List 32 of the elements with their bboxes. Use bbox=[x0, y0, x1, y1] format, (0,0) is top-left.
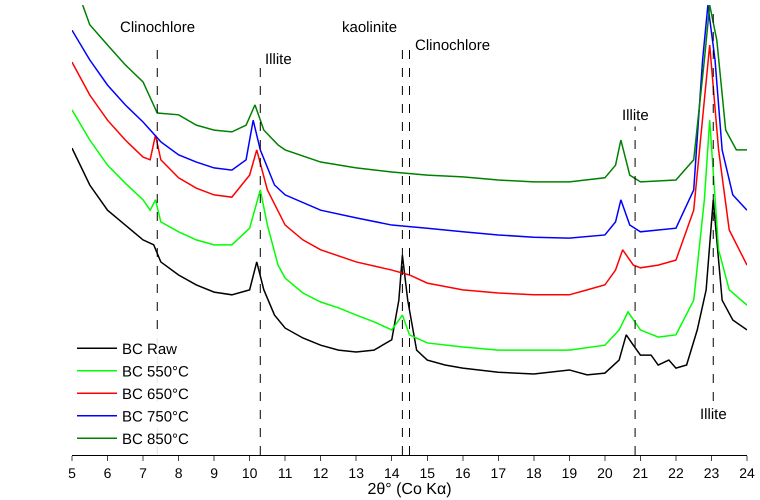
x-tick-label: 21 bbox=[632, 464, 648, 481]
x-tick-label: 6 bbox=[104, 464, 112, 481]
ref-line-label: kaolinite bbox=[342, 19, 398, 36]
x-tick-label: 22 bbox=[668, 464, 684, 481]
legend-label: BC 650°C bbox=[122, 386, 190, 404]
x-tick-label: 13 bbox=[348, 464, 364, 481]
x-tick-label: 17 bbox=[490, 464, 506, 481]
x-tick-label: 15 bbox=[419, 464, 436, 481]
x-tick-label: 9 bbox=[210, 464, 218, 481]
x-tick-label: 20 bbox=[597, 464, 613, 481]
x-axis-title: 2θ° (Co Kα) bbox=[367, 480, 452, 498]
x-tick-label: 19 bbox=[562, 464, 578, 481]
ref-line-label: Illite bbox=[622, 107, 649, 124]
ref-line-label: Clinochlore bbox=[415, 37, 490, 54]
ref-line-label: Clinochlore bbox=[120, 19, 196, 36]
legend-label: BC 750°C bbox=[122, 408, 190, 426]
x-tick-label: 24 bbox=[739, 464, 755, 481]
x-tick-label: 10 bbox=[242, 464, 258, 481]
x-tick-label: 7 bbox=[139, 464, 148, 481]
x-tick-label: 11 bbox=[278, 464, 293, 481]
x-tick-label: 12 bbox=[312, 464, 329, 481]
x-tick-label: 5 bbox=[68, 464, 76, 481]
ref-line-label: Illite bbox=[700, 406, 727, 423]
x-tick-label: 18 bbox=[526, 464, 542, 481]
ref-line-label: Illite bbox=[265, 51, 292, 68]
legend-label: BC 550°C bbox=[122, 364, 190, 381]
legend-label: BC Raw bbox=[122, 341, 178, 358]
x-tick-label: 16 bbox=[455, 464, 471, 481]
legend-label: BC 850°C bbox=[122, 431, 190, 448]
x-tick-label: 23 bbox=[704, 464, 720, 481]
x-tick-label: 14 bbox=[384, 464, 400, 481]
x-tick-label: 8 bbox=[174, 464, 183, 481]
